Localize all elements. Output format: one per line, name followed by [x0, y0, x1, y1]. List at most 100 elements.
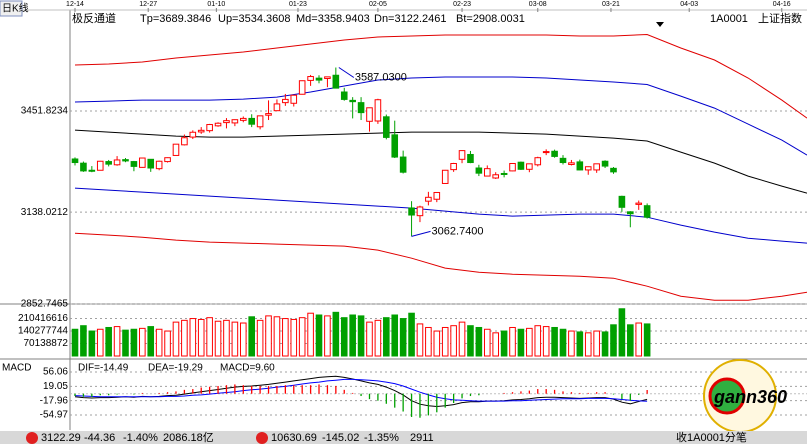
- legend-entry: Tp=3689.3846: [140, 13, 211, 25]
- candle-body: [509, 162, 516, 172]
- volume-bar: [509, 326, 516, 357]
- volume-bar: [80, 325, 87, 357]
- status-icon[interactable]: [26, 432, 38, 444]
- volume-bar: [568, 330, 575, 357]
- y-tick-label: -54.97: [40, 410, 69, 421]
- x-tick-label: 03-21: [602, 1, 620, 8]
- candle-body: [155, 160, 163, 170]
- volume-bar: [399, 318, 407, 357]
- volume-bar: [122, 329, 129, 357]
- y-tick-label: 140277744: [18, 326, 68, 337]
- candle-body: [627, 211, 634, 215]
- candle-body: [340, 91, 348, 100]
- candle-body: [551, 150, 558, 157]
- candle-body: [475, 167, 483, 174]
- logo: gann360: [703, 359, 787, 433]
- status-price: 10630.69: [271, 432, 317, 444]
- volume-bar: [105, 326, 112, 357]
- volume-bar: [307, 312, 314, 357]
- candle-body: [231, 119, 239, 124]
- candle-body: [105, 161, 112, 165]
- candle-body: [273, 103, 281, 112]
- candle-body: [332, 74, 340, 89]
- candle-body: [643, 205, 651, 218]
- volume-bar: [584, 332, 592, 357]
- candle-body: [256, 115, 264, 128]
- volume-bar: [408, 312, 415, 357]
- volume-bar: [265, 315, 272, 357]
- volume-bar: [425, 326, 432, 357]
- volume-bar: [88, 330, 96, 357]
- candle-body: [315, 77, 323, 81]
- candle-body: [517, 161, 525, 170]
- x-tick-label: 01-10: [207, 1, 225, 8]
- status-icon[interactable]: [256, 432, 268, 444]
- candle-body: [298, 80, 306, 95]
- volume-bar: [172, 321, 180, 357]
- candle-body: [239, 117, 247, 121]
- y-tick-label: 70138872: [24, 338, 69, 349]
- x-tick-label: 02-23: [453, 1, 471, 8]
- symbol: 1A0001: [710, 13, 748, 25]
- candle-body: [458, 150, 466, 160]
- volume-bar: [618, 308, 626, 357]
- status-price: 3122.29: [41, 432, 81, 444]
- legend-entry: DIF=-14.49: [78, 363, 129, 374]
- candle-body: [214, 122, 222, 127]
- logo-text: gann360: [713, 387, 787, 407]
- volume-bar: [458, 321, 466, 357]
- volume-bar: [391, 314, 399, 357]
- x-tick-label: 01-23: [289, 1, 307, 8]
- annotation: 3587.0300: [355, 71, 407, 83]
- candle-body: [425, 196, 432, 202]
- x-tick-label: 04-03: [680, 1, 698, 8]
- volume-bar: [542, 326, 550, 357]
- volume-bar: [610, 324, 617, 357]
- candle-body: [164, 157, 171, 163]
- channel-line: [74, 129, 807, 194]
- candle-body: [324, 76, 331, 79]
- volume-bar: [239, 322, 247, 357]
- channel-line: [74, 76, 807, 156]
- volume-bar: [71, 328, 79, 357]
- volume-bar: [197, 318, 205, 357]
- volume-bar: [467, 325, 474, 357]
- volume-bar: [441, 326, 449, 357]
- legend-entry: Dn=3122.2461: [374, 13, 446, 25]
- status-amount: 2086.18亿: [163, 431, 214, 444]
- volume-bar: [366, 321, 373, 357]
- candle-body: [122, 159, 129, 162]
- channel-line: [74, 187, 807, 244]
- volume-bar: [315, 314, 323, 357]
- status-pct: -1.40%: [123, 432, 158, 444]
- volume-bar: [324, 315, 331, 357]
- candle-body: [349, 99, 356, 103]
- volume-bar: [164, 330, 171, 357]
- volume-bar: [643, 323, 651, 357]
- y-tick-label: 2852.7465: [21, 299, 69, 310]
- y-tick-label: 56.06: [43, 367, 68, 378]
- candle-body: [290, 94, 298, 104]
- candle-body: [534, 157, 542, 166]
- status-change: -145.02: [322, 432, 359, 444]
- volume-bar: [282, 318, 289, 357]
- volume-bar: [357, 315, 365, 357]
- dropdown-arrow[interactable]: [656, 22, 664, 27]
- legend-entry: MACD=9.60: [220, 363, 275, 374]
- volume-bar: [551, 326, 558, 357]
- period-label: 日K线: [2, 2, 29, 15]
- candle-body: [307, 76, 314, 81]
- candle-body: [181, 137, 188, 146]
- volume-bar: [475, 326, 483, 357]
- status-pct: -1.35%: [364, 432, 399, 444]
- volume-bar: [248, 316, 255, 357]
- volume-bar: [214, 320, 222, 357]
- candle-body: [282, 98, 289, 104]
- candle-body: [416, 206, 424, 217]
- candle-body: [500, 172, 508, 175]
- candle-body: [189, 131, 197, 138]
- x-tick-label: 04-16: [773, 1, 791, 8]
- candle-body: [366, 107, 373, 122]
- volume-bar: [113, 326, 121, 357]
- candle-body: [374, 99, 382, 122]
